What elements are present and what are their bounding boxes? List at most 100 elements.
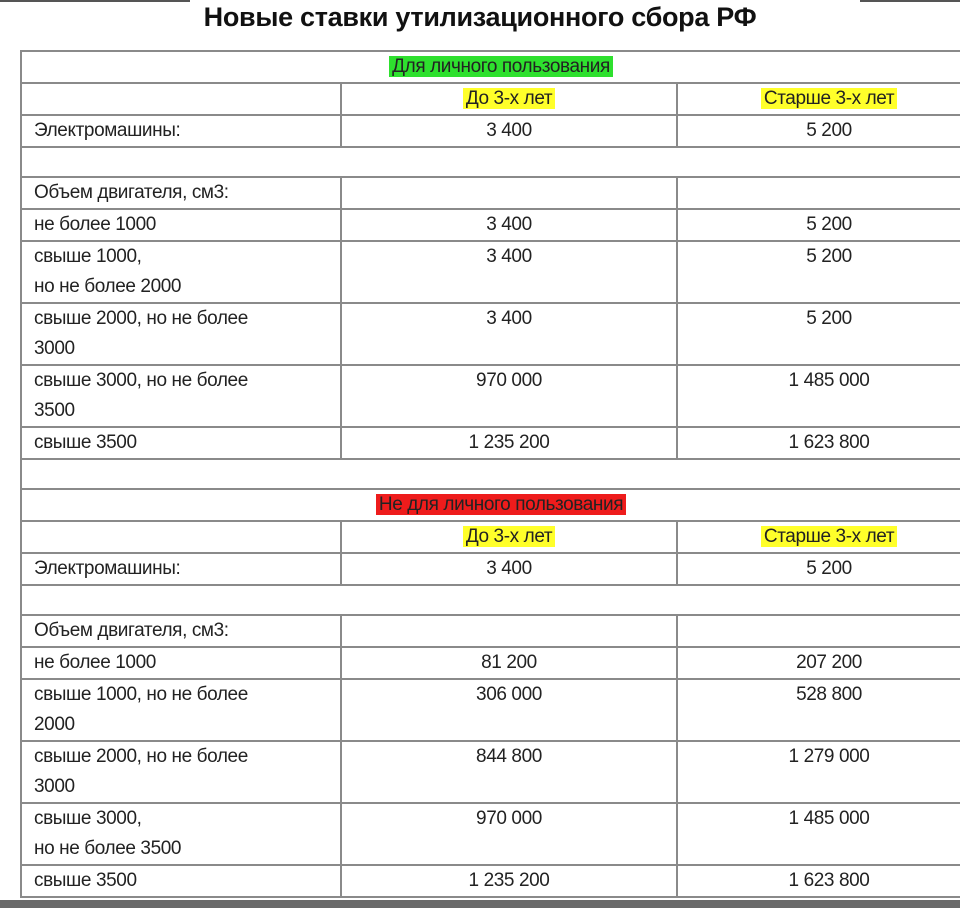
column-header: До 3-х лет	[462, 526, 556, 547]
row-value: 1 623 800	[788, 432, 870, 453]
table-cell: 5 200	[675, 552, 960, 586]
table-cell: свыше 3000, но не более 3500	[20, 364, 342, 428]
table-row	[19, 584, 960, 616]
row-value: 844 800	[476, 746, 542, 767]
table-cell: Объем двигателя, см3:	[20, 176, 342, 210]
column-header: Старше 3-х лет	[760, 526, 898, 547]
section-heading-cell: Для личного пользования	[19, 50, 960, 84]
table-row: свыше 3000, но не более 3500 970 000 1 485 …	[20, 364, 960, 428]
empty-row	[19, 584, 960, 616]
empty-row	[19, 458, 960, 490]
row-label: 3500	[34, 400, 75, 421]
table-cell: 207 200	[675, 646, 960, 680]
table-cell: 1 235 200	[340, 864, 678, 898]
table-cell: свыше 2000, но не более 3000	[20, 302, 342, 366]
rates-table: Для личного пользования До 3-х лет Старше …	[19, 50, 960, 898]
table-cell: 3 400	[340, 302, 678, 366]
row-label: 3000	[34, 776, 75, 797]
row-value: 970 000	[476, 370, 542, 391]
table-cell: 844 800	[340, 740, 678, 804]
row-label: 3000	[34, 338, 75, 359]
table-cell	[340, 176, 678, 210]
table-row: Для личного пользования	[19, 50, 960, 84]
column-header-cell: Старше 3-х лет	[675, 82, 960, 116]
row-value: 3 400	[486, 214, 532, 235]
table-row: свыше 1000, но не более 2000 306 000 528 80…	[20, 678, 960, 742]
column-header: Старше 3-х лет	[760, 88, 898, 109]
table-cell: 5 200	[675, 114, 960, 148]
row-label: не более 1000	[34, 652, 156, 673]
table-cell: свыше 1000, но не более 2000	[20, 240, 342, 304]
row-value: 970 000	[476, 808, 542, 829]
row-value: 3 400	[486, 558, 532, 579]
table-cell: 1 485 000	[675, 364, 960, 428]
row-label: свыше 3500	[34, 870, 137, 891]
table-row: свыше 2000, но не более 3000 844 800 1 279 …	[20, 740, 960, 804]
table-row: свыше 1000, но не более 2000 3 400 5 200	[20, 240, 960, 304]
row-label: свыше 3500	[34, 432, 137, 453]
row-label: но не более 2000	[34, 276, 182, 297]
section-heading: Не для личного пользования	[375, 494, 627, 515]
row-label: свыше 2000, но не более	[34, 746, 248, 767]
column-header-cell: До 3-х лет	[340, 520, 678, 554]
empty-row	[19, 146, 960, 178]
table-row	[19, 146, 960, 178]
table-row: свыше 2000, но не более 3000 3 400 5 200	[20, 302, 960, 366]
row-value: 1 235 200	[468, 432, 550, 453]
table-cell	[340, 614, 678, 648]
table-cell: 3 400	[340, 240, 678, 304]
row-label: свыше 3000,	[34, 808, 142, 829]
row-value: 5 200	[806, 558, 852, 579]
row-value: 3 400	[486, 120, 532, 141]
column-header-cell: Старше 3-х лет	[675, 520, 960, 554]
table-cell: 5 200	[675, 302, 960, 366]
table-cell	[675, 176, 960, 210]
table-cell: 3 400	[340, 114, 678, 148]
table-cell: свыше 3500	[20, 864, 342, 898]
table-cell: 1 279 000	[675, 740, 960, 804]
table-row: До 3-х лет Старше 3-х лет	[20, 82, 960, 116]
row-label: 2000	[34, 714, 75, 735]
engine-label: Объем двигателя, см3:	[34, 182, 229, 203]
section-heading: Для личного пользования	[389, 56, 613, 77]
row-value: 5 200	[806, 120, 852, 141]
table-cell: 5 200	[675, 208, 960, 242]
row-value: 1 235 200	[468, 870, 550, 891]
row-value: 3 400	[486, 246, 532, 267]
column-header-cell: До 3-х лет	[340, 82, 678, 116]
row-value: 1 485 000	[788, 370, 870, 391]
table-cell: 970 000	[340, 802, 678, 866]
table-row	[19, 458, 960, 490]
table-row: не более 1000 3 400 5 200	[20, 208, 960, 242]
table-cell: свыше 3500	[20, 426, 342, 460]
table-row: свыше 3000, но не более 3500 970 000 1 485 …	[20, 802, 960, 866]
table-cell: 528 800	[675, 678, 960, 742]
table-row: Электромашины: 3 400 5 200	[20, 552, 960, 586]
row-value: 1 623 800	[788, 870, 870, 891]
table-cell	[20, 520, 342, 554]
table-cell: 5 200	[675, 240, 960, 304]
table-row: Объем двигателя, см3:	[20, 614, 960, 648]
table-cell	[675, 614, 960, 648]
table-row: свыше 3500 1 235 200 1 623 800	[20, 864, 960, 898]
row-value: 5 200	[806, 214, 852, 235]
column-header: До 3-х лет	[462, 88, 556, 109]
row-value: 1 485 000	[788, 808, 870, 829]
row-value: 5 200	[806, 308, 852, 329]
bottom-bar	[0, 900, 960, 908]
row-label: свыше 1000, но не более	[34, 684, 248, 705]
top-divider	[0, 0, 190, 2]
table-cell: 3 400	[340, 552, 678, 586]
row-value: 3 400	[486, 308, 532, 329]
table-row: не более 1000 81 200 207 200	[20, 646, 960, 680]
table-cell: свыше 3000, но не более 3500	[20, 802, 342, 866]
section-heading-cell: Не для личного пользования	[19, 488, 960, 522]
table-cell: 306 000	[340, 678, 678, 742]
table-cell: Электромашины:	[20, 114, 342, 148]
row-value: 81 200	[481, 652, 537, 673]
row-value: 207 200	[796, 652, 862, 673]
table-cell: 1 623 800	[675, 426, 960, 460]
table-cell	[20, 82, 342, 116]
table-cell: 3 400	[340, 208, 678, 242]
row-value: 306 000	[476, 684, 542, 705]
